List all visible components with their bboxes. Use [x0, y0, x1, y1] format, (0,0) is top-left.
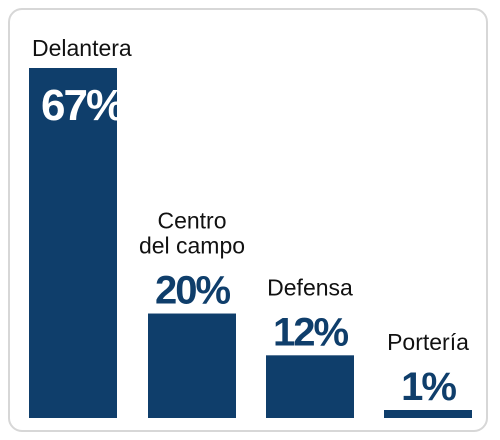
category-label-1: Delantera	[32, 35, 132, 61]
bar-4	[384, 410, 472, 418]
value-label-3: 12%	[273, 310, 348, 354]
category-label-4: Portería	[387, 329, 469, 355]
value-label-4: 1%	[401, 365, 456, 409]
bar-2	[148, 313, 236, 418]
bar-1	[29, 68, 117, 418]
bar-3	[266, 355, 354, 418]
category-label-3: Defensa	[267, 274, 353, 300]
category-label-2-line-2: del campo	[139, 233, 245, 259]
value-label-2: 20%	[155, 269, 230, 313]
category-label-2-line-1: Centro	[157, 208, 226, 234]
value-label-1: 67%	[41, 81, 124, 130]
